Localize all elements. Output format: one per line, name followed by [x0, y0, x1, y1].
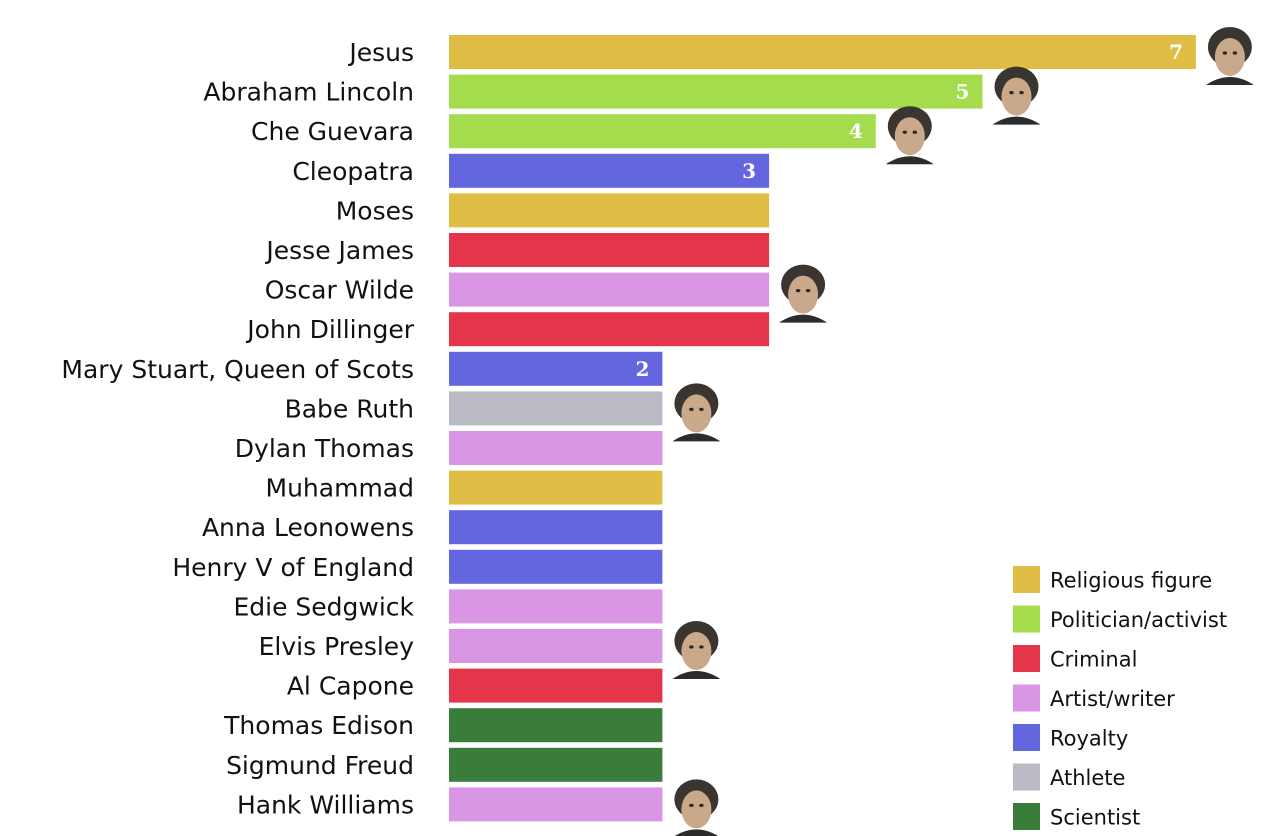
legend-label-artist-writer: Artist/writer — [1050, 687, 1175, 711]
bar-moses — [449, 193, 770, 228]
bar-oscar-wilde — [449, 272, 770, 307]
legend-label-scientist: Scientist — [1050, 806, 1140, 830]
portrait-abraham-lincoln-icon — [992, 66, 1041, 125]
legend-swatch-athlete — [1013, 763, 1040, 791]
legend-swatch-scientist — [1013, 803, 1040, 830]
legend-label-athlete: Athlete — [1050, 766, 1125, 790]
legend-swatch-artist-writer — [1013, 684, 1040, 712]
bar-elvis-presley — [449, 629, 663, 663]
category-label-john-dillinger: John Dillinger — [245, 315, 414, 344]
category-label-al-capone: Al Capone — [287, 672, 414, 701]
bar-cleopatra — [449, 153, 770, 188]
bar-che-guevara — [449, 114, 876, 149]
bar-henry-v-of-england — [449, 549, 663, 584]
value-labels: 7 5 4 3 2 — [635, 40, 1182, 381]
value-label-che-guevara: 4 — [849, 119, 863, 143]
bar-mary-stuart-queen-of-scots — [449, 351, 663, 386]
bar-dylan-thomas — [449, 431, 663, 465]
category-label-thomas-edison: Thomas Edison — [223, 711, 414, 740]
category-label-henry-v-of-england: Henry V of England — [172, 553, 414, 582]
bar-hank-williams — [449, 787, 663, 822]
category-label-abraham-lincoln: Abraham Lincoln — [203, 78, 414, 107]
bar-babe-ruth — [449, 391, 663, 426]
legend-label-criminal: Criminal — [1050, 648, 1137, 672]
category-labels: Jesus Abraham Lincoln Che Guevara Cleopatra… — [61, 38, 414, 819]
bar-sigmund-freud — [449, 747, 663, 782]
bar-thomas-edison — [449, 708, 663, 743]
category-label-jesse-james: Jesse James — [264, 236, 414, 265]
portraits-layer — [672, 27, 1254, 836]
legend-swatch-royalty — [1013, 724, 1040, 751]
legend-swatch-politician-activist — [1013, 605, 1040, 633]
category-label-edie-sedgwick: Edie Sedgwick — [233, 592, 414, 621]
portrait-jesus-icon — [1205, 27, 1254, 85]
legend-label-royalty: Royalty — [1050, 727, 1128, 751]
legend-label-religious-figure: Religious figure — [1050, 569, 1212, 593]
bars-layer — [449, 35, 1196, 822]
portrait-elvis-presley-icon — [672, 621, 721, 679]
portrait-che-guevara-icon — [885, 106, 934, 165]
category-label-babe-ruth: Babe Ruth — [285, 394, 414, 423]
category-label-elvis-presley: Elvis Presley — [259, 632, 415, 661]
portrait-hank-williams-icon — [674, 779, 719, 836]
value-label-cleopatra: 3 — [742, 159, 756, 183]
category-label-cleopatra: Cleopatra — [292, 157, 414, 186]
category-label-mary-stuart-queen-of-scots: Mary Stuart, Queen of Scots — [61, 355, 414, 384]
category-label-anna-leonowens: Anna Leonowens — [202, 513, 414, 542]
value-label-abraham-lincoln: 5 — [956, 80, 970, 104]
bar-muhammad — [449, 470, 663, 505]
category-label-oscar-wilde: Oscar Wilde — [265, 276, 414, 305]
bar-jesse-james — [449, 233, 770, 267]
bar-al-capone — [449, 668, 663, 703]
bar-jesus — [449, 35, 1196, 69]
value-label-jesus: 7 — [1169, 40, 1183, 64]
legend-swatch-criminal — [1013, 645, 1040, 672]
category-label-sigmund-freud: Sigmund Freud — [226, 751, 414, 780]
bar-abraham-lincoln — [449, 74, 983, 109]
value-label-mary-stuart-queen-of-scots: 2 — [635, 357, 649, 381]
bar-john-dillinger — [449, 312, 770, 347]
category-label-che-guevara: Che Guevara — [251, 117, 414, 146]
category-label-hank-williams: Hank Williams — [237, 790, 414, 819]
portrait-oscar-wilde-icon — [779, 264, 828, 323]
category-label-muhammad: Muhammad — [266, 474, 414, 503]
category-label-moses: Moses — [336, 196, 414, 225]
category-label-dylan-thomas: Dylan Thomas — [235, 434, 414, 463]
category-label-jesus: Jesus — [347, 38, 414, 67]
legend-swatch-religious-figure — [1013, 566, 1040, 593]
bar-edie-sedgwick — [449, 589, 663, 624]
portrait-babe-ruth-icon — [672, 383, 721, 442]
bar-anna-leonowens — [449, 510, 663, 545]
legend-label-politician-activist: Politician/activist — [1050, 608, 1227, 632]
legend: Religious figure Politician/activist Crimi… — [1013, 566, 1227, 830]
